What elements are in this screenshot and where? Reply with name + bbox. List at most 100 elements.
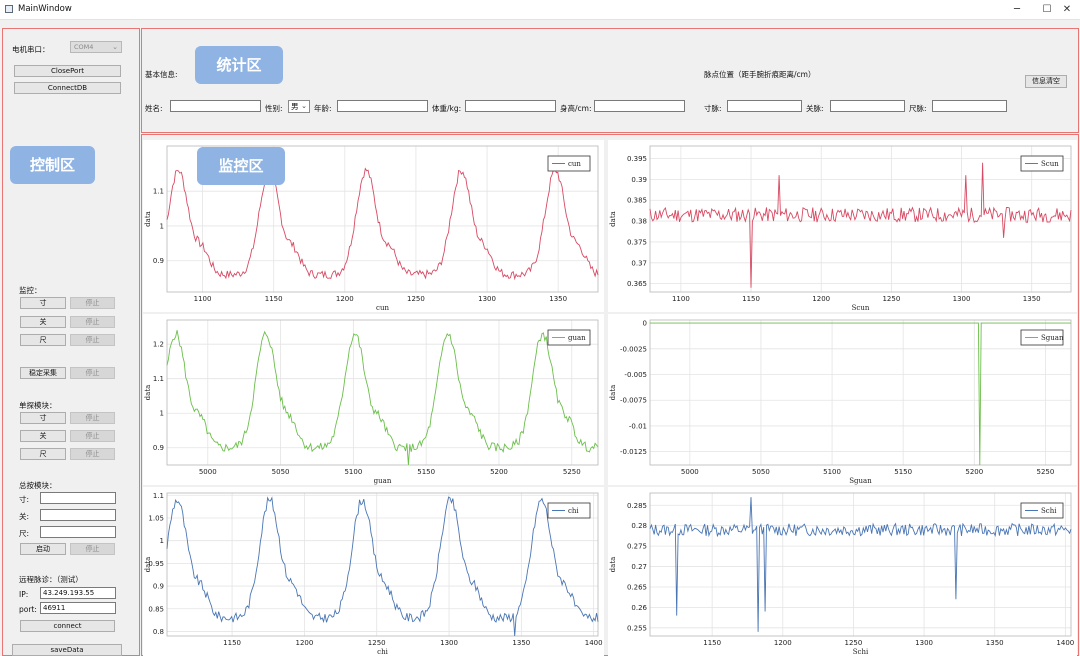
total-probe-label: 总按模块： [19,481,57,490]
start-button[interactable]: 启动 [20,543,66,555]
single-cun-stop-button[interactable]: 停止 [70,412,115,424]
y-axis-label: data [609,385,617,401]
single-cun-button[interactable]: 寸 [20,412,66,424]
x-tick-label: 1100 [194,295,212,303]
y-tick-label: 0.85 [148,605,164,613]
y-tick-label: 0.95 [148,560,164,568]
weight-input[interactable] [465,100,556,112]
x-tick-label: 5100 [823,468,841,476]
ip-input[interactable]: 43.249.193.55 [40,587,116,599]
y-tick-label: -0.0075 [620,397,647,405]
age-input[interactable] [337,100,428,112]
stable-collect-button[interactable]: 稳定采集 [20,367,66,379]
y-tick-label: 1.1 [153,188,164,196]
connect-button[interactable]: connect [20,620,115,632]
y-tick-label: 1.1 [153,492,164,500]
stable-collect-stop-button[interactable]: 停止 [70,367,115,379]
minimize-icon[interactable]: ─ [1013,4,1021,15]
x-axis-label: chi [377,648,388,656]
x-axis-label: cun [376,304,389,312]
monitor-cun-button[interactable]: 寸 [20,297,66,309]
y-tick-label: 0.255 [627,624,647,632]
y-tick-label: 0.37 [631,259,647,267]
monitor-region-tag: 监控区 [197,147,285,185]
single-guan-button[interactable]: 关 [20,430,66,442]
chart-chi: 1150 1200 1250 1300 1350 1400 0.8 0.85 0.9 0.95 1 1… [143,487,604,656]
monitor-guan-stop-button[interactable]: 停止 [70,316,115,328]
monitor-guan-button[interactable]: 关 [20,316,66,328]
legend-label: Schi [1041,507,1057,515]
y-axis-label: data [144,211,152,227]
y-tick-label: 0 [643,320,647,328]
legend-box [547,502,591,519]
serial-port-value: COM4 [74,43,94,51]
connect-db-button[interactable]: ConnectDB [14,82,121,94]
name-input[interactable] [170,100,261,112]
chi-distance-label: 尺脉: [909,104,927,113]
monitor-chi-stop-button[interactable]: 停止 [70,334,115,346]
port-input[interactable]: 46911 [40,602,116,614]
y-tick-label: 0.365 [627,280,647,288]
y-tick-label: -0.0025 [620,345,647,353]
serial-port-select[interactable]: COM4 ⌄ [70,41,122,53]
start-stop-button[interactable]: 停止 [70,543,115,555]
y-tick-label: 1 [160,222,164,230]
legend-box [1020,329,1064,346]
gender-value: 男 [291,102,299,111]
single-guan-stop-button[interactable]: 停止 [70,430,115,442]
y-tick-label: 1 [160,410,164,418]
y-tick-label: 0.285 [627,502,647,510]
single-chi-stop-button[interactable]: 停止 [70,448,115,460]
total-cun-input[interactable] [40,492,116,504]
y-tick-label: 0.38 [631,218,647,226]
x-tick-label: 1200 [336,295,354,303]
legend-label: Sguan [1041,334,1064,342]
series-line-chi [166,496,599,637]
monitor-cun-stop-button[interactable]: 停止 [70,297,115,309]
total-chi-input[interactable] [40,526,116,538]
y-tick-label: 0.9 [153,444,164,452]
single-chi-button[interactable]: 尺 [20,448,66,460]
y-tick-label: -0.01 [629,422,647,430]
gender-label: 性别: [265,104,283,113]
legend-box [547,329,591,346]
series-line-guan [166,330,599,466]
monitor-chi-button[interactable]: 尺 [20,334,66,346]
series-line-Scun [649,162,1072,288]
maximize-icon[interactable]: ☐ [1042,4,1052,15]
monitor-label: 监控： [19,286,42,295]
chart-guan: 5000 5050 5100 5150 5200 5250 0.9 1 1.1 1.2 guan da… [143,314,604,485]
clear-info-button[interactable]: 信息清空 [1025,75,1067,88]
x-tick-label: 5200 [490,468,508,476]
height-input[interactable] [594,100,685,112]
gender-select[interactable]: 男 ⌄ [288,100,310,113]
y-tick-label: 1.2 [153,341,164,349]
stats-panel [141,28,1079,133]
total-chi-label: 尺: [19,529,30,538]
plot-frame [166,492,599,637]
serial-port-label: 电机串口： [12,45,50,54]
legend-label: guan [568,334,586,342]
control-region-tag: 控制区 [10,146,95,184]
save-data-button[interactable]: saveData [12,644,122,656]
window-title: MainWindow [18,4,72,14]
y-tick-label: 1.05 [148,514,164,522]
chart-svg: 1150 1200 1250 1300 1350 1400 0.8 0.85 0.9 0.95 1 1… [144,492,603,656]
y-tick-label: 0.385 [627,197,647,205]
y-tick-label: 1.1 [153,375,164,383]
x-axis-label: Sguan [849,477,872,485]
chi-distance-input[interactable] [932,100,1007,112]
pulse-position-label: 脉点位置（距手腕折痕距离/cm） [704,70,816,79]
cun-distance-input[interactable] [727,100,802,112]
x-tick-label: 1400 [585,639,603,647]
close-icon[interactable]: ✕ [1062,4,1072,15]
total-guan-input[interactable] [40,509,116,521]
x-tick-label: 1150 [703,639,721,647]
plot-frame [649,145,1072,293]
guan-distance-input[interactable] [830,100,905,112]
close-port-button[interactable]: ClosePort [14,65,121,77]
x-tick-label: 1150 [265,295,283,303]
series-line-Sguan [650,322,1071,466]
x-tick-label: 5150 [417,468,435,476]
x-tick-label: 1200 [774,639,792,647]
